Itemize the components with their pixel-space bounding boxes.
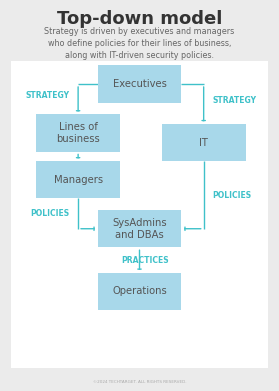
Text: Managers: Managers	[54, 175, 103, 185]
Text: IT: IT	[199, 138, 208, 148]
Text: STRATEGY: STRATEGY	[26, 91, 70, 100]
Text: PRACTICES: PRACTICES	[121, 255, 169, 265]
FancyBboxPatch shape	[11, 61, 268, 368]
FancyBboxPatch shape	[98, 65, 181, 102]
Text: Operations: Operations	[112, 286, 167, 296]
FancyBboxPatch shape	[98, 273, 181, 310]
Text: POLICIES: POLICIES	[212, 190, 251, 199]
Text: Lines of
business: Lines of business	[56, 122, 100, 144]
Text: Top-down model: Top-down model	[57, 10, 222, 28]
FancyBboxPatch shape	[36, 161, 120, 198]
Text: STRATEGY: STRATEGY	[212, 96, 256, 105]
Text: ©2024 TECHTARGET. ALL RIGHTS RESERVED.: ©2024 TECHTARGET. ALL RIGHTS RESERVED.	[93, 380, 186, 384]
Text: Strategy is driven by executives and managers
who define policies for their line: Strategy is driven by executives and man…	[44, 27, 235, 60]
FancyBboxPatch shape	[98, 210, 181, 248]
FancyBboxPatch shape	[162, 124, 246, 161]
FancyBboxPatch shape	[36, 114, 120, 151]
Text: SysAdmins
and DBAs: SysAdmins and DBAs	[112, 217, 167, 240]
Text: POLICIES: POLICIES	[31, 209, 70, 218]
Text: Executives: Executives	[112, 79, 167, 89]
